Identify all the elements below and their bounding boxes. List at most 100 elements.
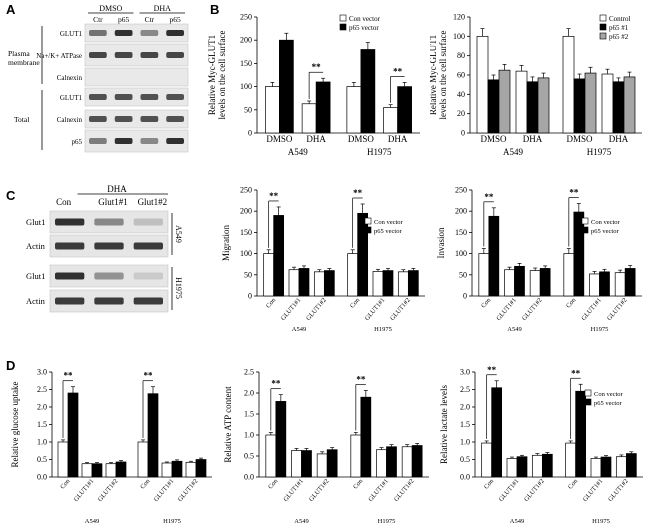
bar bbox=[265, 434, 277, 478]
significance-label: ** bbox=[269, 191, 279, 201]
blot-band bbox=[133, 218, 163, 226]
row-label: Na+/K+ ATPase bbox=[36, 52, 82, 60]
x-tick-label: GLUT1#1 bbox=[498, 478, 521, 503]
bar bbox=[584, 72, 597, 134]
y-tick-label: 150 bbox=[240, 228, 252, 237]
lane-label: Ctr bbox=[145, 15, 155, 24]
x-tick-label: Con bbox=[565, 296, 578, 309]
cellline-label: A549 bbox=[174, 225, 183, 243]
y-tick-label: 150 bbox=[455, 228, 467, 237]
blot-band bbox=[55, 218, 85, 226]
y-axis-label: Relative Myc-GLUT1 bbox=[207, 35, 217, 115]
legend-swatch bbox=[339, 23, 347, 31]
y-tick-label: 200 bbox=[240, 207, 252, 216]
blot-band bbox=[166, 116, 184, 122]
section-label: Plasma bbox=[8, 49, 30, 58]
bar bbox=[504, 269, 515, 297]
x-tick-label: GLUT1#2 bbox=[393, 478, 416, 503]
x-tick-label: GLUT1#2 bbox=[97, 478, 120, 503]
bar bbox=[599, 271, 610, 297]
blot-band bbox=[166, 94, 184, 100]
bar bbox=[478, 253, 490, 297]
legend-label: p65 #1 bbox=[609, 24, 629, 32]
bar bbox=[498, 69, 511, 134]
significance-label: ** bbox=[487, 365, 497, 375]
row-label: GLUT1 bbox=[60, 94, 83, 102]
blot-band bbox=[94, 218, 124, 226]
row-label: Calnexin bbox=[57, 116, 83, 124]
x-tick-label: Con bbox=[567, 477, 580, 490]
row-label: p65 bbox=[72, 138, 83, 146]
bar bbox=[537, 77, 550, 134]
chart-lactate-levels: 0.0 0.5 1.0 1.5 2.0 2.5 3.0 Relative lactate le… bbox=[439, 365, 643, 525]
significance-label: ** bbox=[271, 379, 281, 389]
group-label: DHA bbox=[154, 4, 172, 13]
legend-swatch bbox=[599, 14, 607, 22]
x-tick-label: Con bbox=[267, 477, 280, 490]
blot-band bbox=[140, 30, 159, 36]
x-tick-label: DHA bbox=[306, 134, 326, 144]
group-label: H1975 bbox=[592, 518, 610, 525]
group-label: H1975 bbox=[378, 518, 396, 525]
bar bbox=[401, 446, 413, 478]
bar bbox=[301, 103, 317, 134]
x-tick-label: GLUT1#2 bbox=[177, 478, 200, 503]
blot-band bbox=[114, 94, 133, 100]
panel-label-b: B bbox=[210, 2, 220, 17]
blot-band bbox=[55, 272, 85, 280]
significance-label: ** bbox=[571, 368, 581, 378]
y-tick-label: 120 bbox=[453, 13, 465, 22]
significance-label: ** bbox=[484, 192, 494, 202]
significance-label: ** bbox=[144, 371, 154, 381]
row-label: Actin bbox=[26, 296, 46, 306]
chart-atp-content: 0.0 0.5 1.0 1.5 2.0 2.5 Relative ATP content Co… bbox=[223, 368, 429, 525]
legend-label: Con vector bbox=[374, 219, 404, 226]
bar bbox=[326, 449, 338, 478]
y-tick-label: 100 bbox=[240, 82, 252, 91]
blot-strip bbox=[84, 43, 189, 67]
lane-label: Glut1#2 bbox=[138, 197, 168, 207]
blot-strip bbox=[84, 87, 189, 107]
bar bbox=[316, 453, 328, 478]
x-tick-label: Con bbox=[352, 477, 365, 490]
bar bbox=[115, 461, 127, 478]
lane-label: Glut1#1 bbox=[98, 197, 128, 207]
group-label: H1975 bbox=[374, 326, 392, 333]
bar bbox=[600, 456, 612, 478]
blot-band bbox=[89, 30, 107, 36]
x-tick-label: GLUT1#1 bbox=[280, 297, 303, 322]
bar bbox=[195, 459, 207, 478]
section-label: membrane bbox=[8, 58, 40, 67]
group-label: A549 bbox=[288, 147, 308, 157]
bar bbox=[514, 265, 525, 297]
y-tick-label: 40 bbox=[457, 90, 465, 99]
row-label: GLUT1 bbox=[60, 30, 83, 38]
blot-strip bbox=[84, 67, 189, 87]
row-label: Glut1 bbox=[26, 271, 45, 281]
blot-band bbox=[114, 30, 133, 36]
y-axis-label: Relative glucose uptake bbox=[10, 382, 20, 468]
bar bbox=[476, 35, 489, 134]
legend-label: p65 #2 bbox=[609, 33, 629, 41]
bar bbox=[590, 458, 602, 478]
blot-band bbox=[89, 138, 107, 144]
x-tick-label: GLUT1#1 bbox=[582, 478, 605, 503]
legend-swatch bbox=[581, 226, 589, 234]
y-tick-label: 200 bbox=[240, 36, 252, 45]
x-tick-label: GLUT1#2 bbox=[523, 478, 546, 503]
bar bbox=[612, 81, 625, 134]
y-tick-label: 60 bbox=[457, 71, 465, 80]
bar bbox=[57, 441, 69, 478]
group-label: A549 bbox=[510, 518, 524, 525]
bar bbox=[623, 76, 636, 134]
bar bbox=[161, 462, 173, 478]
blot-band bbox=[114, 116, 133, 122]
significance-label: ** bbox=[569, 188, 579, 198]
x-tick-label: GLUT1#1 bbox=[495, 297, 518, 322]
bar bbox=[315, 81, 331, 134]
x-tick-label: GLUT1#2 bbox=[521, 297, 544, 322]
x-tick-label: DMSO bbox=[348, 134, 375, 144]
bar bbox=[411, 445, 423, 478]
y-tick-label: 20 bbox=[457, 109, 465, 118]
bar bbox=[376, 449, 387, 478]
